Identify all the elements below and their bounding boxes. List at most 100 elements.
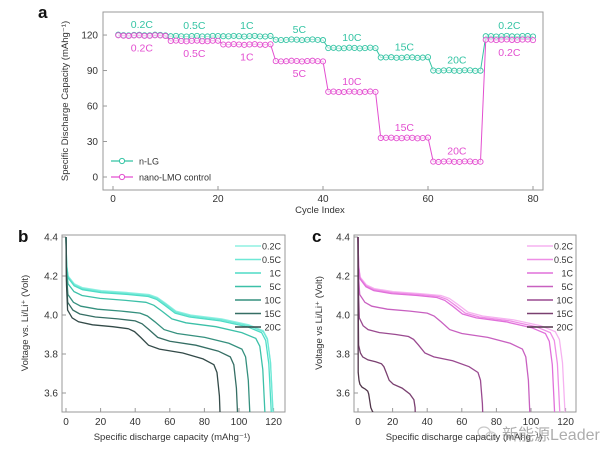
data-point [361, 88, 369, 95]
data-point [482, 36, 489, 43]
data-point [125, 32, 132, 40]
data-point [388, 134, 395, 141]
data-point [367, 88, 374, 95]
y-tick-label: 4.0 [336, 311, 350, 322]
data-point [440, 67, 447, 74]
x-tick-label: 20 [95, 417, 107, 428]
curve-0.5C [65, 236, 274, 412]
data-point [508, 36, 516, 43]
data-point [519, 36, 526, 43]
data-point [120, 32, 127, 39]
data-point [382, 134, 390, 141]
data-point [136, 32, 143, 39]
panel-b-plot [65, 236, 274, 412]
legend-label: 10C [556, 296, 573, 306]
data-point [325, 88, 332, 95]
data-point [451, 67, 458, 74]
curve-0.2C [357, 236, 566, 412]
legend-label: 0.2C [262, 242, 282, 252]
rate-label: 0.2C [498, 20, 521, 32]
data-point [435, 67, 442, 74]
data-point [272, 36, 279, 43]
data-point [162, 32, 169, 40]
data-point [372, 88, 379, 95]
data-point [220, 41, 227, 48]
panel-a-axes: 0 20 40 60 80 0 30 60 90 120 [81, 31, 539, 205]
y-tick-label: 30 [87, 137, 99, 148]
data-point [477, 158, 484, 165]
data-point [529, 37, 537, 44]
rate-label: 0.5C [183, 48, 206, 60]
data-point [335, 45, 342, 52]
legend-label: 0.5C [262, 255, 282, 265]
data-point [314, 36, 321, 43]
x-tick-label: 80 [491, 417, 503, 428]
data-point [409, 134, 416, 141]
data-point [199, 38, 206, 45]
legend-marker [118, 173, 126, 181]
data-point [220, 33, 227, 40]
data-point [335, 89, 342, 96]
data-point [319, 37, 327, 44]
data-point [288, 36, 295, 43]
legend-marker [118, 157, 126, 165]
y-tick-label: 3.8 [44, 350, 58, 361]
data-point [440, 158, 447, 165]
rate-label: 1C [240, 52, 254, 64]
data-point [377, 54, 384, 61]
rate-label: 1C [240, 20, 254, 32]
rate-label: 0.5C [183, 20, 206, 32]
data-point [388, 54, 395, 61]
curve-10C [357, 236, 484, 412]
data-point [351, 88, 358, 95]
legend-label: 10C [264, 296, 281, 306]
data-point [367, 44, 374, 51]
data-point [461, 67, 468, 74]
data-point [514, 37, 521, 44]
data-point [377, 134, 384, 142]
rate-label: 20C [447, 55, 467, 67]
panel-b-axes: 0 20 40 60 80 100 120 3.6 3.8 4.0 4.2 4.4 [44, 233, 282, 429]
data-point [351, 44, 358, 51]
x-tick-label: 0 [63, 417, 69, 428]
data-point [356, 45, 363, 52]
data-point [246, 41, 253, 48]
data-point [403, 134, 411, 141]
data-point [272, 58, 279, 65]
data-point [340, 45, 348, 52]
panel-c-axes: 0 20 40 60 80 100 120 3.6 3.8 4.0 4.2 4.4 [336, 233, 574, 429]
data-point [430, 158, 437, 165]
data-point [472, 158, 479, 165]
data-point [178, 37, 185, 45]
data-point [225, 41, 232, 48]
legend-label: 0.2C [554, 242, 574, 252]
data-point [298, 58, 306, 65]
data-point [393, 135, 400, 142]
data-point [445, 158, 453, 165]
data-point [330, 44, 337, 51]
data-point [283, 58, 290, 65]
data-point [235, 41, 243, 48]
data-point [157, 32, 164, 39]
y-tick-label: 60 [87, 102, 99, 113]
legend-label: 5C [561, 282, 573, 292]
rate-label: 20C [447, 146, 467, 158]
data-point [503, 36, 510, 43]
panel-b-legend: 0.2C 0.5C 1C 5C 10C 15C 20C [235, 242, 281, 333]
watermark: 新能源Leader [502, 426, 600, 444]
data-point [409, 54, 416, 61]
legend-label: 20C [264, 323, 281, 333]
data-point [146, 32, 153, 39]
y-tick-label: 3.6 [336, 389, 350, 400]
x-tick-label: 60 [422, 194, 434, 205]
wechat-icon [477, 426, 497, 441]
data-point [382, 54, 390, 61]
data-point [267, 32, 274, 40]
legend-label: 20C [556, 323, 573, 333]
legend-label: 0.5C [554, 255, 574, 265]
data-point [246, 33, 253, 40]
panel-c-xlabel: Specific discharge capacity (mAhg⁻¹) [386, 432, 543, 443]
panel-a-ylabel: Specific Discharge Capacity (mAhg⁻¹) [60, 21, 71, 181]
data-point [214, 37, 222, 44]
